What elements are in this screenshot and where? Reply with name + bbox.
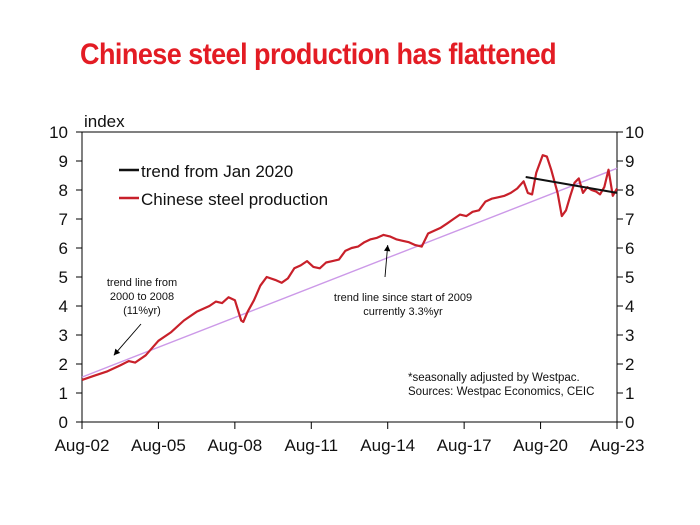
y-axis-label: index <box>84 112 125 131</box>
annotation-source-note-line: *seasonally adjusted by Westpac. <box>408 372 580 384</box>
series-production-line <box>81 154 618 381</box>
x-tick-label: Aug-20 <box>513 436 568 455</box>
page-title: Chinese steel production has flattened <box>80 38 557 71</box>
annotation-trend-2000-2008-arrow-shaft <box>113 323 142 356</box>
y-tick-label-right: 6 <box>625 239 634 258</box>
y-tick-label-left: 0 <box>59 413 68 432</box>
y-tick-label-right: 4 <box>625 297 634 316</box>
legend-item-trend-2020-label: trend from Jan 2020 <box>141 162 293 181</box>
y-tick-label-right: 10 <box>625 123 644 142</box>
annotation-source-note-line: Sources: Westpac Economics, CEIC <box>408 386 594 398</box>
x-tick-label: Aug-08 <box>207 436 262 455</box>
y-tick-label-left: 5 <box>59 268 68 287</box>
y-tick-label-right: 0 <box>625 413 634 432</box>
x-tick-label: Aug-17 <box>437 436 492 455</box>
y-tick-label-left: 10 <box>49 123 68 142</box>
y-tick-label-right: 1 <box>625 384 634 403</box>
x-tick-label: Aug-05 <box>131 436 186 455</box>
legend-item-production-label: Chinese steel production <box>141 190 328 209</box>
annotation-trend-2000-2008-line: 2000 to 2008 <box>110 291 174 303</box>
y-tick-label-left: 3 <box>59 326 68 345</box>
annotation-trend-2000-2008-line: (11%yr) <box>123 305 161 317</box>
x-tick-label: Aug-02 <box>55 436 110 455</box>
annotation-trend-2009-line: currently 3.3%yr <box>363 306 443 318</box>
y-tick-label-left: 6 <box>59 239 68 258</box>
x-tick-label: Aug-11 <box>285 436 339 455</box>
y-tick-label-left: 9 <box>59 152 68 171</box>
y-tick-label-left: 7 <box>59 210 68 229</box>
y-tick-label-left: 1 <box>59 384 68 403</box>
axes: 0 0 1 1 2 2 3 3 4 4 5 5 6 6 7 7 8 8 9 9 10 10 index Aug-02 Aug-0… <box>49 112 644 455</box>
y-tick-label-right: 9 <box>625 152 634 171</box>
y-tick-label-right: 2 <box>625 355 634 374</box>
y-tick-label-left: 8 <box>59 181 68 200</box>
y-tick-label-left: 2 <box>59 355 68 374</box>
y-tick-label-left: 4 <box>59 297 68 316</box>
y-tick-label-right: 5 <box>625 268 634 287</box>
annotation-trend-2009-line: trend line since start of 2009 <box>334 292 472 304</box>
y-tick-label-right: 7 <box>625 210 634 229</box>
annotation-trend-2000-2008-arrow-head <box>113 348 121 356</box>
annotation-trend-2009-arrow-head <box>384 245 391 252</box>
x-tick-label: Aug-23 <box>590 436 645 455</box>
series-trend-2020-line <box>525 176 618 194</box>
annotations: trend line from 2000 to 2008 (11%yr) trend … <box>107 245 594 398</box>
legend: trend from Jan 2020 Chinese steel product… <box>119 162 328 209</box>
y-tick-label-right: 8 <box>625 181 634 200</box>
y-tick-label-right: 3 <box>625 326 634 345</box>
chart-series <box>81 154 618 381</box>
series-long-run-trend-line <box>81 167 618 378</box>
x-tick-label: Aug-14 <box>360 436 415 455</box>
annotation-trend-2000-2008-line: trend line from <box>107 277 177 289</box>
